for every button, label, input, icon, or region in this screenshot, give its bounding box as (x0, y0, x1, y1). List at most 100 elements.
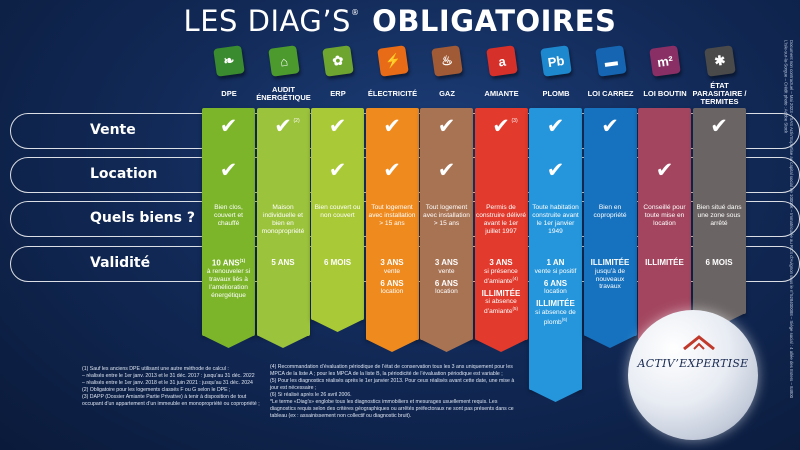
row-label-vente: Vente (90, 122, 136, 138)
biens-dpe: Bien clos, couvert et chauffé (214, 204, 243, 227)
check-vente-lectricit: ✔ (383, 114, 401, 138)
check-vente-amiante: ✔ (492, 114, 510, 138)
validite-lectricit: 3 ANS vente 6 ANS location (366, 258, 419, 296)
validite-text: jusqu’à de nouveaux travaux (594, 267, 626, 291)
column-header-lectricit: ÉLECTRICITÉ (367, 89, 418, 99)
check-vente-erp: ✔ (328, 114, 347, 138)
biens-tat-parasitaire-termites: Bien situé dans une zone sous arrêté (696, 204, 742, 227)
validite-text-2: location (435, 288, 458, 296)
validite-footnote-mark: (1) (239, 258, 246, 263)
row-label-quels-biens: Quels biens ? (90, 210, 195, 226)
validite-loi-boutin: ILLIMITÉE (638, 258, 691, 268)
check-vente-tat-parasitaire-termites: ✔ (710, 114, 728, 138)
column-dpe (202, 108, 255, 336)
validite-value-1: 3 ANS (489, 258, 513, 267)
validite-text-1: vente (383, 267, 401, 275)
registered-mark: ® (350, 8, 360, 17)
validite-text-2: location (380, 288, 404, 296)
column-header-erp: ERP (330, 89, 346, 99)
biens-loi-carrez: Bien en copropriété (593, 204, 627, 219)
validite-value: ILLIMITÉE (645, 258, 684, 267)
gas-flame-icon: ♨ (431, 45, 463, 77)
footnote-1: (1) Sauf les anciens DPE utilisant une a… (82, 366, 229, 372)
validite-mark-2: (5) (512, 306, 519, 312)
validite-value: 10 ANS(1) (211, 258, 246, 268)
row-label-validite: Validité (90, 255, 151, 271)
check-location-loi-boutin: ✔ (655, 158, 674, 182)
column-header-loi-boutin: LOI BOUTIN (643, 89, 687, 99)
footnote-3: (3) DAPP (Dossier Amiante Partie Privati… (82, 394, 260, 408)
validite-text-2: si absence d’amiante(5) (483, 298, 519, 316)
validite-mark-1: (4) (512, 275, 519, 281)
title-part-1: LES DIAG’S (183, 4, 351, 38)
house-energy-icon: ⌂ (267, 45, 300, 77)
column-plomb (529, 108, 582, 390)
validite-gaz: 3 ANS vente 6 ANS location (420, 258, 473, 296)
column-tat-parasitaire-termites (692, 108, 746, 314)
validite-mark-3: (6) (561, 316, 568, 322)
biens-plomb: Toute habitation construite avant le 1er… (532, 204, 579, 235)
footnote-5: (5) Pour les diagnostics réalisés après … (270, 378, 515, 392)
check-location-erp: ✔ (328, 158, 347, 182)
footnotes-right: (4) Recommandation d’évaluation périodiq… (270, 364, 524, 420)
biens-gaz: Tout logement avec installation > 15 ans (423, 204, 470, 227)
vente-footnote-mark: (2) (293, 118, 300, 124)
validite-tat-parasitaire-termites: 6 MOIS (693, 258, 746, 268)
footnote-6: (6) Si réalisé après le 26 avril 2006. (270, 392, 352, 399)
check-location-gaz: ✔ (437, 158, 456, 182)
logo-bubble (628, 310, 758, 440)
validite-value: 5 ANS (271, 258, 295, 267)
legal-side-text: Document non contractuel – Mai 2023 – SA… (783, 40, 794, 399)
vente-footnote-mark: (3) (511, 118, 518, 124)
page-title: LES DIAG’S® OBLIGATOIRES (0, 4, 800, 38)
check-location-plomb: ✔ (546, 158, 565, 182)
check-vente-loi-carrez: ✔ (601, 114, 619, 138)
validite-text-1: vente (438, 267, 455, 275)
column-header-plomb: PLOMB (542, 89, 570, 99)
column-gaz (420, 108, 473, 340)
title-part-2: OBLIGATOIRES (372, 4, 617, 38)
check-vente-audit-nerg-tique: ✔ (274, 114, 292, 138)
validite-erp: 6 MOIS (311, 258, 364, 268)
footnote-1b: – réalisés entre le 1er janv. 2018 et le… (82, 380, 253, 387)
column-header-audit-nerg-tique: AUDIT ÉNERGÉTIQUE (256, 85, 311, 102)
plant-icon: ✿ (322, 45, 354, 77)
validite-value: 6 MOIS (705, 258, 733, 267)
check-location-lectricit: ✔ (383, 158, 401, 182)
footnotes-left: (1) Sauf les anciens DPE utilisant une a… (82, 366, 262, 408)
validite-value-1: 3 ANS (380, 258, 404, 267)
area-m2-icon: m² (649, 45, 681, 77)
column-audit-nerg-tique (256, 108, 310, 336)
footnote-diags: *Le terme «Diag’s» englobe tous les diag… (270, 399, 514, 420)
footnote-1a: – réalisés entre le 1er janv. 2013 et le… (82, 373, 255, 380)
column-header-tat-parasitaire-termites: ÉTAT PARASITAIRE / TERMITES (692, 81, 747, 106)
asbestos-icon: a (485, 45, 518, 77)
validite-text-1: vente si positif (534, 267, 577, 275)
column-header-gaz: GAZ (439, 89, 455, 99)
biens-loi-boutin: Conseillé pour toute mise en location (643, 204, 686, 227)
row-label-location: Location (90, 166, 158, 182)
leaf-icon: ❧ (213, 45, 245, 77)
ruler-icon: ▬ (594, 45, 627, 77)
validite-dpe: 10 ANS(1) à renouveler si travaux liés à … (202, 258, 255, 300)
column-amiante (474, 108, 528, 340)
validite-value-3: ILLIMITÉE (536, 299, 575, 308)
validite-loi-carrez: ILLIMITÉE jusqu’à de nouveaux travaux (584, 258, 637, 291)
validite-value-1: 1 AN (546, 258, 565, 267)
biens-erp: Bien couvert ou non couvert (314, 204, 361, 219)
validite-text-1: si présence d’amiante(4) (483, 267, 519, 285)
lead-pb-icon: Pb (540, 45, 572, 77)
validite-value-1: 3 ANS (434, 258, 459, 267)
logo-text: ACTIV’EXPERTISE (637, 357, 749, 370)
column-header-loi-carrez: LOI CARREZ (587, 89, 634, 99)
column-header-amiante: AMIANTE (484, 89, 519, 99)
termite-icon: ✱ (703, 45, 736, 77)
validite-text-2: location (544, 288, 567, 296)
validite-value-2: 6 ANS (543, 278, 568, 288)
check-vente-plomb: ✔ (546, 114, 565, 138)
check-vente-dpe: ✔ (219, 114, 238, 138)
validite-value: 6 MOIS (323, 258, 352, 267)
validite-value: ILLIMITÉE (590, 258, 630, 267)
footnote-2: (2) Obligatoire pour les logements class… (82, 387, 231, 394)
biens-amiante: Permis de construire délivré avant le 1e… (475, 204, 527, 235)
